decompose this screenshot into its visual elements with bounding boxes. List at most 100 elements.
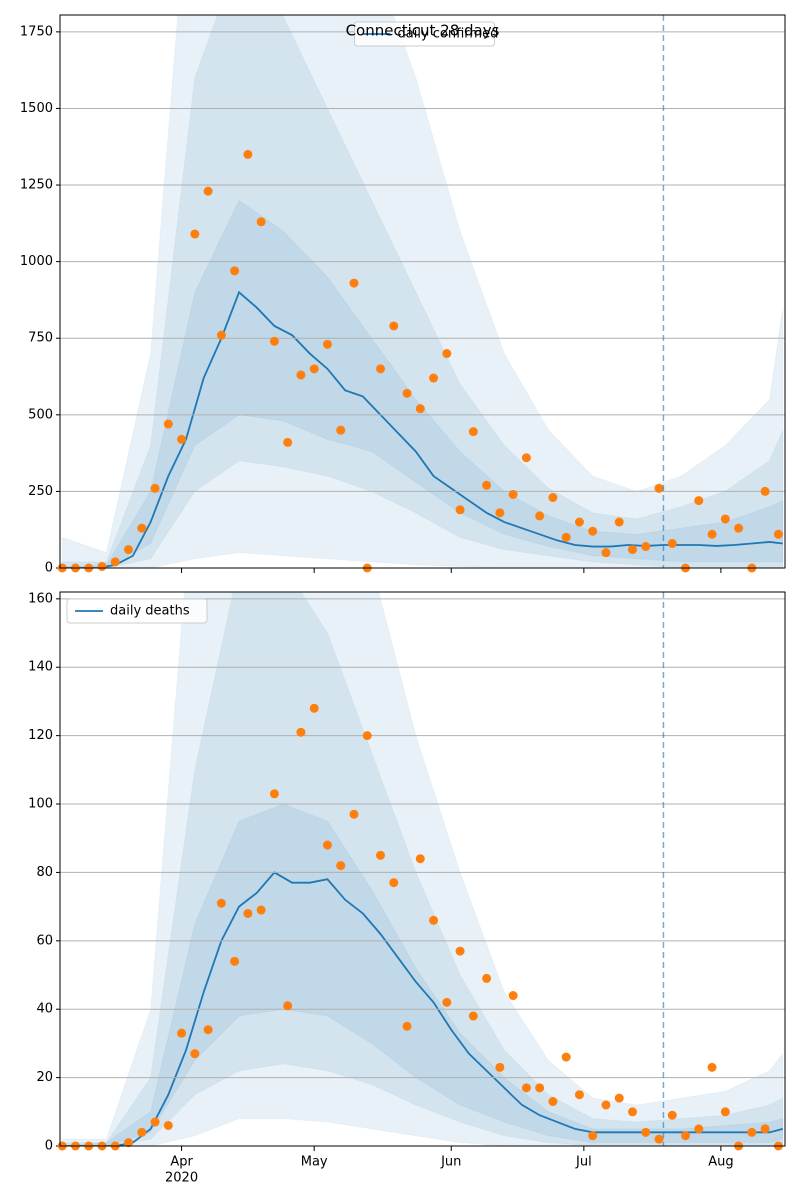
point: [230, 956, 240, 966]
x-tick-label: Jun: [440, 1155, 461, 1170]
point: [163, 1120, 173, 1130]
point: [601, 548, 611, 558]
point: [482, 480, 492, 490]
x-tick-label: May: [301, 1155, 328, 1170]
point: [455, 946, 465, 956]
point: [309, 364, 319, 374]
point: [216, 330, 226, 340]
x-tick-label: Aug: [708, 1155, 733, 1170]
line: [62, 290, 783, 568]
point: [309, 703, 319, 713]
point: [588, 526, 598, 536]
point: [124, 1138, 134, 1148]
x-tick-label: Apr: [170, 1155, 193, 1170]
point: [707, 1062, 717, 1072]
point: [707, 529, 717, 539]
point: [269, 336, 279, 346]
band: [61, 592, 784, 1146]
axes-frame: [59, 14, 786, 569]
plot-area: [61, 15, 784, 568]
point: [508, 991, 518, 1001]
y-tick-label: 60: [36, 933, 53, 948]
point: [389, 878, 399, 888]
point: [256, 905, 266, 915]
point: [256, 217, 266, 227]
point: [482, 973, 492, 983]
point: [442, 997, 452, 1007]
point: [734, 523, 744, 533]
band: [61, 15, 784, 568]
y-tick-label: 1750: [20, 24, 53, 39]
y-tick-label: 160: [28, 591, 53, 606]
y-tick-label: 40: [36, 1002, 53, 1017]
chart-title: Connecticut 28 days: [346, 22, 500, 40]
point: [641, 542, 651, 552]
legend-box: [354, 21, 495, 47]
point: [216, 898, 226, 908]
band: [61, 592, 784, 1146]
y-tick-label: 750: [28, 331, 53, 346]
line: [62, 871, 784, 1146]
point: [402, 388, 412, 398]
point: [163, 419, 173, 429]
y-tick-label: 100: [28, 797, 53, 812]
point: [468, 1011, 478, 1021]
point: [627, 545, 637, 555]
point: [508, 489, 518, 499]
point: [296, 727, 306, 737]
point: [561, 1052, 571, 1062]
point: [694, 1124, 704, 1134]
point: [455, 505, 465, 515]
point: [720, 1107, 730, 1117]
point: [548, 1097, 558, 1107]
point: [654, 483, 664, 493]
point: [614, 1093, 624, 1103]
point: [415, 854, 425, 864]
point: [137, 1127, 147, 1137]
point: [322, 840, 332, 850]
point: [137, 523, 147, 533]
point: [429, 373, 439, 383]
point: [574, 1090, 584, 1100]
point: [336, 861, 346, 871]
point: [110, 557, 120, 567]
point: [283, 437, 293, 447]
point: [97, 561, 107, 571]
y-tick-label: 0: [45, 1139, 53, 1154]
point: [681, 1131, 691, 1141]
legend-box: [66, 598, 208, 624]
y-tick-label: 140: [28, 660, 53, 675]
point: [269, 789, 279, 799]
plot-area: [61, 592, 784, 1146]
x-tick-label: Jul: [575, 1155, 592, 1170]
y-tick-label: 250: [28, 484, 53, 499]
point: [641, 1127, 651, 1137]
point: [296, 370, 306, 380]
point: [667, 538, 677, 548]
y-tick-label: 0: [45, 561, 53, 576]
point: [442, 349, 452, 359]
point: [203, 186, 213, 196]
band: [61, 199, 784, 568]
y-tick-label: 1250: [20, 178, 53, 193]
x-year-label: 2020: [165, 1171, 198, 1186]
point: [150, 483, 160, 493]
point: [521, 1083, 531, 1093]
point: [283, 1001, 293, 1011]
point: [495, 508, 505, 518]
point: [336, 425, 346, 435]
point: [203, 1025, 213, 1035]
y-tick-label: 500: [28, 407, 53, 422]
point: [760, 1124, 770, 1134]
y-tick-label: 80: [36, 865, 53, 880]
band: [62, 803, 784, 1146]
point: [614, 517, 624, 527]
point: [362, 731, 372, 741]
point: [124, 545, 134, 555]
point: [230, 266, 240, 276]
point: [190, 1049, 200, 1059]
point: [548, 493, 558, 503]
point: [376, 364, 386, 374]
axes-frame: [59, 591, 786, 1147]
